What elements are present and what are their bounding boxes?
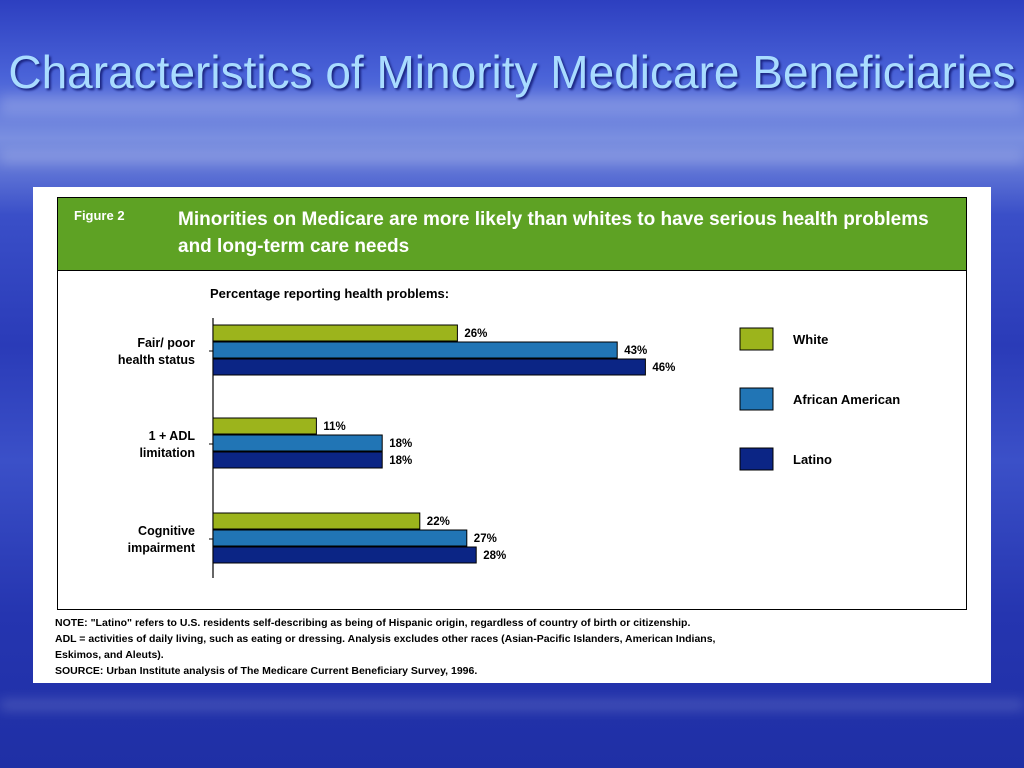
footnotes: NOTE: "Latino" refers to U.S. residents …: [55, 615, 975, 679]
data-label: 26%: [464, 328, 487, 340]
figure-label: Figure 2: [74, 208, 125, 223]
data-label: 28%: [483, 550, 506, 562]
bar-latino: [212, 546, 477, 564]
bar-white: [212, 512, 421, 530]
legend-label: African American: [793, 392, 900, 407]
bar-african-american: [212, 529, 468, 547]
note-adl: ADL = activities of daily living, such a…: [55, 633, 716, 645]
figure-banner: Figure 2 Minorities on Medicare are more…: [58, 198, 966, 271]
bar-white: [212, 324, 458, 342]
data-label: 46%: [652, 362, 675, 374]
data-label: 22%: [427, 516, 450, 528]
data-label: 18%: [389, 455, 412, 467]
legend-label: White: [793, 332, 828, 347]
note-latino: NOTE: "Latino" refers to U.S. residents …: [55, 617, 691, 629]
legend-swatch-african-american: [739, 387, 774, 411]
category-label: Cognitive impairment: [128, 524, 196, 555]
bar-latino: [212, 358, 646, 376]
bar-latino: [212, 451, 383, 469]
bar-african-american: [212, 341, 618, 359]
data-label: 43%: [624, 345, 647, 357]
bar-chart: Fair/ poor health status 26% 43% 46% 1 + ADL l…: [118, 318, 900, 578]
bar-white: [212, 417, 317, 435]
chart-subtitle: Percentage reporting health problems:: [210, 286, 450, 301]
legend-label: Latino: [793, 452, 832, 467]
figure-headline: Minorities on Medicare are more likely t…: [178, 209, 929, 257]
data-label: 27%: [474, 533, 497, 545]
note-adl-continued: Eskimos, and Aleuts).: [55, 649, 164, 661]
legend-swatch-white: [739, 327, 774, 351]
bar-african-american: [212, 434, 383, 452]
category-label: 1 + ADL limitation: [139, 429, 195, 460]
note-source: SOURCE: Urban Institute analysis of The …: [55, 665, 478, 677]
data-label: 18%: [389, 438, 412, 450]
figure-panel: Figure 2 Minorities on Medicare are more…: [33, 187, 991, 683]
slide-title: Characteristics of Minority Medicare Ben…: [8, 46, 1016, 98]
data-label: 11%: [323, 421, 345, 433]
chart-box: Figure 2 Minorities on Medicare are more…: [57, 197, 967, 610]
category-label: Fair/ poor health status: [118, 336, 195, 367]
legend-swatch-latino: [739, 447, 774, 471]
